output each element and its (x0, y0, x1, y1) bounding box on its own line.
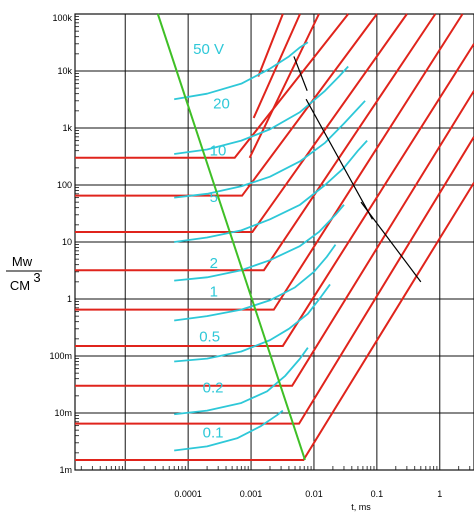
red-limit-line (75, 13, 349, 159)
x-tick-label: 0.0001 (174, 489, 202, 499)
black-segment (305, 98, 373, 220)
y-tick-label: 1k (62, 123, 72, 133)
curve-label: 50 V (193, 41, 224, 58)
cyan-curve (174, 65, 349, 155)
red-limit-line (248, 13, 320, 159)
y-tick-label: 10k (57, 66, 72, 76)
y-tick-labels: 1m 10m 100m 1 10 100 1k 10k 100k (49, 13, 72, 475)
cyan-curves (174, 41, 368, 452)
y-axis-label-exponent: 3 (33, 270, 40, 285)
y-axis-label: Mw CM 3 (6, 254, 42, 293)
y-tick-label: 100 (57, 180, 72, 190)
green-line (156, 13, 306, 461)
curve-label: 20 (213, 95, 230, 112)
red-limit-line (75, 13, 464, 311)
red-limit-line (75, 182, 474, 461)
cyan-curve (174, 409, 284, 452)
y-tick-label: 100m (49, 351, 72, 361)
curve-label: 1 (210, 284, 218, 301)
black-segment (360, 201, 422, 283)
red-limit-line (75, 43, 474, 347)
red-limit-line (75, 13, 437, 272)
y-axis-label-numerator: Mw (12, 254, 33, 269)
y-tick-label: 10 (62, 237, 72, 247)
red-limit-line (75, 90, 474, 387)
cyan-curve (174, 140, 368, 243)
red-limit-line (75, 136, 474, 425)
red-limit-line (75, 13, 378, 197)
red-limit-line (252, 13, 301, 119)
x-axis-label: t, ms (351, 502, 371, 512)
x-tick-labels: 0.0001 0.001 0.01 0.1 1 (174, 489, 442, 499)
y-tick-label: 1 (67, 294, 72, 304)
cyan-curve (174, 100, 366, 199)
y-tick-label: 10m (54, 408, 72, 418)
cyan-curve (174, 244, 337, 322)
cyan-curve (174, 204, 345, 282)
curve-label: 5 (210, 189, 218, 206)
curve-labels: 50 V 20 10 5 2 1 0.5 0.2 0.1 (193, 41, 230, 442)
cyan-curve (174, 283, 331, 363)
x-tick-label: 0.1 (371, 489, 384, 499)
minor-ticks (75, 16, 471, 470)
red-limit-line (75, 13, 408, 233)
cyan-curve (174, 347, 309, 416)
black-segment (293, 56, 308, 91)
red-limit-line (257, 13, 284, 77)
green-line (156, 13, 306, 461)
y-axis-label-denominator: CM (10, 278, 30, 293)
x-tick-label: 1 (437, 489, 442, 499)
curve-label: 0.1 (203, 425, 224, 442)
x-tick-label: 0.001 (240, 489, 263, 499)
black-segments (293, 56, 422, 283)
grid (74, 13, 474, 471)
y-tick-label: 100k (52, 13, 72, 23)
red-limit-lines (75, 13, 474, 461)
curve-label: 2 (210, 255, 218, 272)
cyan-curve (174, 41, 309, 101)
y-tick-label: 1m (59, 465, 72, 475)
curve-label: 0.5 (199, 328, 220, 345)
curve-label: 0.2 (203, 379, 224, 396)
curve-label: 10 (210, 142, 227, 159)
x-tick-label: 0.01 (305, 489, 323, 499)
